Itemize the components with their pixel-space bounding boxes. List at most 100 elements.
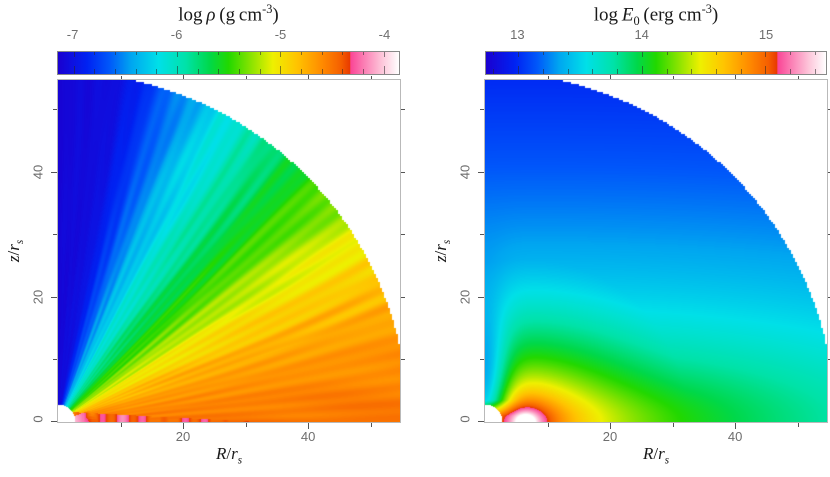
axis-tick-mark [370, 423, 372, 427]
colorbar-tick-mark [218, 52, 220, 55]
axis-tick-mark [51, 296, 57, 298]
x-axis-tick-label: 40 [727, 429, 743, 444]
axis-tick-mark [401, 234, 405, 236]
y-axis-tick-label: 20 [457, 289, 473, 305]
colorbar-tick-mark [641, 52, 643, 57]
label-segment: r [3, 244, 23, 251]
colorbar-tick-mark [259, 52, 261, 55]
label-segment: ρ [206, 4, 216, 26]
axis-tick-mark [120, 423, 122, 427]
label-segment: r [658, 444, 665, 463]
density-heatmap-canvas [58, 80, 400, 422]
colorbar-tick-mark [114, 52, 116, 55]
colorbar-tick-mark [493, 69, 495, 74]
label-segment: log [178, 4, 207, 26]
colorbar-tick-mark [176, 52, 178, 57]
label-segment: -3 [262, 2, 273, 16]
x-axis-tick-label: 20 [175, 429, 191, 444]
axis-tick-mark [401, 171, 405, 173]
colorbar-tick-mark [156, 52, 158, 55]
label-segment: s [441, 239, 454, 245]
axis-tick-mark [53, 359, 57, 361]
label-segment: s [664, 454, 670, 467]
colorbar-tick-mark [592, 52, 594, 55]
axis-tick-mark [51, 421, 57, 422]
label-segment: s [237, 454, 243, 467]
colorbar-tick-mark [715, 52, 717, 55]
colorbar-tick-mark [641, 66, 643, 74]
colorbar-tick-mark [765, 52, 767, 57]
colorbar-tick-mark [765, 66, 767, 74]
colorbar-tick-mark [383, 52, 385, 57]
colorbar-tick-mark [197, 69, 199, 74]
colorbar-tick-label: 14 [634, 27, 649, 42]
label-segment: 0 [633, 14, 640, 29]
label-segment: (g cm [215, 4, 263, 26]
label-segment: E [621, 4, 634, 26]
axis-tick-mark [370, 76, 372, 79]
axis-tick-mark [478, 171, 484, 173]
axis-tick-mark [183, 75, 185, 79]
y-axis-tick-label: 40 [30, 164, 46, 180]
x-axis-tick-label: 20 [602, 429, 618, 444]
colorbar-tick-mark [617, 69, 619, 74]
axis-tick-mark [735, 75, 737, 79]
colorbar-tick-mark [740, 52, 742, 55]
colorbar-tick-mark [135, 52, 137, 55]
colorbar-tick-mark [114, 69, 116, 74]
colorbar-tick-mark [280, 66, 282, 74]
label-segment: -3 [701, 2, 712, 16]
heatmap-plot-radiation-energy [484, 79, 828, 423]
axis-tick-mark [480, 359, 484, 361]
label-segment: ) [272, 4, 279, 26]
colorbar-tick-mark [518, 52, 520, 57]
colorbar-density [57, 51, 400, 75]
axis-tick-mark [183, 423, 185, 429]
colorbar-tick-mark [300, 52, 302, 55]
colorbar-tick-mark [518, 66, 520, 74]
colorbar-tick-mark [814, 69, 816, 74]
colorbar-tick-mark [814, 52, 816, 55]
axis-tick-mark [401, 359, 405, 361]
label-segment: log [593, 4, 622, 26]
colorbar-tick-label: -5 [274, 27, 287, 42]
colorbar-tick-mark [197, 52, 199, 55]
label-segment: / [653, 444, 659, 463]
y-axis-title: z/rs [431, 240, 453, 262]
axis-tick-mark [308, 75, 310, 79]
label-segment: r [231, 444, 238, 463]
axis-tick-mark [797, 423, 799, 427]
colorbar-tick-mark [666, 69, 668, 74]
colorbar-tick-mark [94, 52, 96, 55]
axis-tick-mark [308, 423, 310, 429]
y-axis-tick-label: 0 [30, 415, 46, 423]
label-segment: r [430, 244, 450, 251]
colorbar-tick-mark [342, 69, 344, 74]
colorbar-tick-mark [542, 52, 544, 55]
label-segment: z [3, 255, 23, 263]
colorbar-tick-mark [280, 52, 282, 57]
colorbar-tick-label: -6 [170, 27, 183, 42]
colorbar-tick-mark [300, 69, 302, 74]
colorbar-title-radiation-energy: log E0 (erg cm-3) [594, 2, 719, 29]
colorbar-tick-mark [156, 69, 158, 74]
colorbar-tick-mark [238, 52, 240, 55]
colorbar-tick-mark [666, 52, 668, 55]
colorbar-tick-mark [383, 66, 385, 74]
axis-tick-mark [401, 109, 405, 111]
axis-tick-mark [245, 423, 247, 427]
colorbar-tick-mark [259, 69, 261, 74]
axis-tick-mark [245, 76, 247, 79]
y-axis-tick-label: 40 [457, 164, 473, 180]
colorbar-tick-mark [73, 66, 75, 74]
axis-tick-mark [672, 76, 674, 79]
y-axis-tick-label: 0 [457, 415, 473, 423]
axis-tick-mark [401, 296, 405, 298]
colorbar-tick-mark [321, 69, 323, 74]
colorbar-tick-mark [342, 52, 344, 55]
colorbar-tick-mark [790, 69, 792, 74]
radiation-energy-heatmap-canvas [485, 80, 827, 422]
axis-tick-mark [547, 423, 549, 427]
axis-tick-mark [51, 171, 57, 173]
